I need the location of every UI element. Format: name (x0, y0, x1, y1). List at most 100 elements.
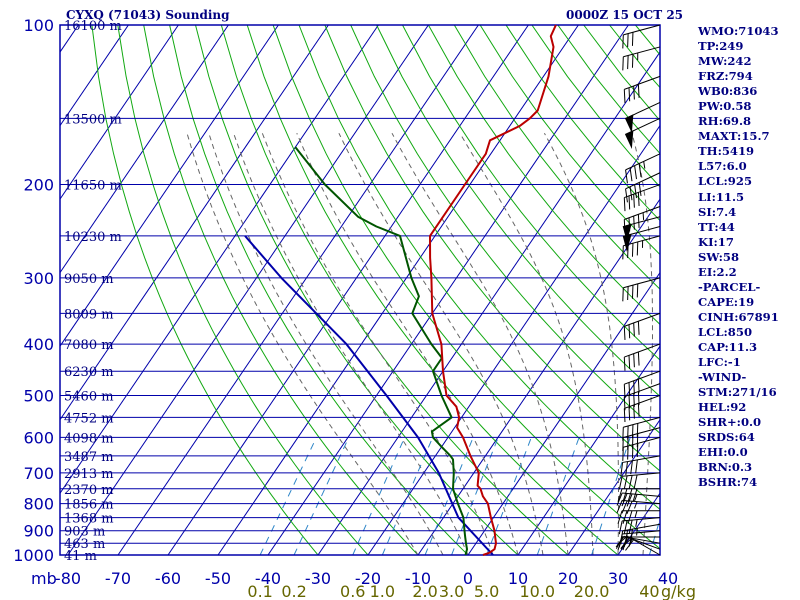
wind-barb-half (635, 519, 638, 527)
temperature-label: -70 (105, 569, 131, 588)
pressure-unit: mb (31, 569, 57, 588)
index-item: SRDS:64 (698, 430, 755, 445)
wind-barb-full (633, 216, 635, 230)
wind-barb-half (636, 528, 638, 536)
index-item: MW:242 (698, 54, 752, 69)
wind-barb-full (623, 384, 626, 398)
pressure-label: 600 (23, 428, 54, 447)
height-label: 4098 m (64, 431, 114, 446)
index-item: LFC:-1 (698, 355, 741, 370)
index-item: SHR+:0.0 (698, 415, 762, 430)
wind-barb-full (623, 357, 626, 371)
pressure-label: 800 (23, 495, 54, 514)
wind-barb-staff (624, 75, 661, 90)
temperature-label: -50 (205, 569, 231, 588)
wind-barb-staff (625, 153, 661, 171)
wind-barb-full (625, 529, 628, 544)
isotherms (60, 25, 660, 555)
height-label: 8009 m (64, 307, 114, 322)
wind-barb-full (623, 520, 628, 534)
wind-barb-full (622, 510, 628, 524)
stability-indices-panel: WMO:71043 TP:249 MW:242 FRZ:794 WB0:836 PW:0.… (698, 24, 779, 490)
wind-barb-full (628, 519, 633, 534)
index-item: SI:7.4 (698, 204, 737, 219)
isotherm-line (267, 25, 629, 555)
wind-barb-full (623, 89, 626, 103)
wind-barb-full (637, 321, 640, 335)
profiles (244, 24, 557, 556)
wind-barb-full (628, 217, 631, 232)
wind-barb-full (638, 163, 642, 178)
height-label: 6230 m (64, 365, 114, 380)
wind-barb-full (632, 488, 638, 502)
moist-adiabat-line (261, 133, 494, 555)
dry-adiabat-line (143, 25, 419, 555)
wind-barb-full (634, 165, 637, 180)
wind-barb (617, 488, 660, 502)
height-label: 3487 m (64, 450, 114, 465)
dry-adiabat-line (376, 25, 660, 398)
mixing-ratio-label: 3.0 (439, 582, 464, 600)
mixing-ratio-line (381, 437, 434, 555)
wind-barb-full (618, 476, 623, 490)
index-item: BRN:0.3 (698, 460, 753, 475)
wind-barb-full (637, 84, 640, 98)
wind-barb-full (633, 194, 635, 208)
index-item: EHI:0.0 (698, 445, 748, 460)
wind-barb-full (623, 219, 626, 234)
wind-barb (620, 523, 661, 545)
wind-barb-staff (623, 416, 661, 428)
height-label: 4752 m (64, 411, 114, 426)
plot-border (59, 24, 661, 556)
mixing-ratio-unit: g/kg (661, 582, 696, 600)
plot-frame (59, 24, 661, 556)
wind-barb (623, 343, 661, 371)
wind-barb-full (630, 529, 633, 543)
mixing-ratio-label: 40 (639, 582, 659, 600)
dry-adiabat-line (479, 25, 660, 256)
height-label: 10230 m (64, 230, 122, 245)
wind-barb-full (627, 510, 633, 524)
wind-barb (625, 172, 661, 203)
isotherm-line (167, 25, 529, 555)
index-item: FRZ:794 (698, 69, 753, 84)
wind-barb (623, 184, 661, 212)
height-label: 7080 m (64, 338, 114, 353)
wind-barb-full (626, 493, 633, 507)
dry-adiabat-line (427, 25, 660, 326)
mixing-ratio-line (293, 437, 350, 555)
wind-barb (622, 416, 661, 441)
height-label: 5460 m (64, 389, 114, 404)
dry-adiabat-line (117, 25, 369, 555)
chart-time: 0000Z 15 OCT 25 (566, 8, 684, 22)
isotherm-line (60, 25, 229, 274)
wind-barb-full (634, 184, 637, 199)
pressure-label: 300 (23, 269, 54, 288)
dry-adiabat-line (246, 25, 619, 555)
index-item: TP:249 (698, 39, 744, 54)
dry-adiabat-line (402, 25, 660, 361)
wind-barb (620, 455, 661, 477)
index-item: CINH:67891 (698, 309, 779, 324)
wind-barb-full (617, 488, 623, 502)
wind-barb-full (623, 408, 626, 423)
wind-barb-half (643, 161, 646, 169)
wind-barb-staff (622, 536, 661, 544)
wind-barb-full (637, 351, 640, 366)
wind-barb-full (623, 197, 626, 212)
pressure-label: 200 (23, 176, 54, 195)
wind-barb (618, 517, 661, 535)
isotherm-line (567, 418, 660, 555)
wind-barb-staff (623, 427, 661, 438)
index-item: STM:271/16 (698, 385, 777, 400)
isotherm-line (60, 25, 179, 201)
wind-barb-staff (624, 312, 661, 327)
wind-barb-staff (625, 172, 661, 190)
dry-adiabat-line (453, 25, 660, 290)
wind-barb-staff (622, 472, 661, 477)
wind-barb-full (620, 530, 624, 545)
moist-adiabat-line (338, 132, 544, 555)
wind-barb (623, 394, 661, 423)
wind-barb-full (637, 403, 640, 417)
